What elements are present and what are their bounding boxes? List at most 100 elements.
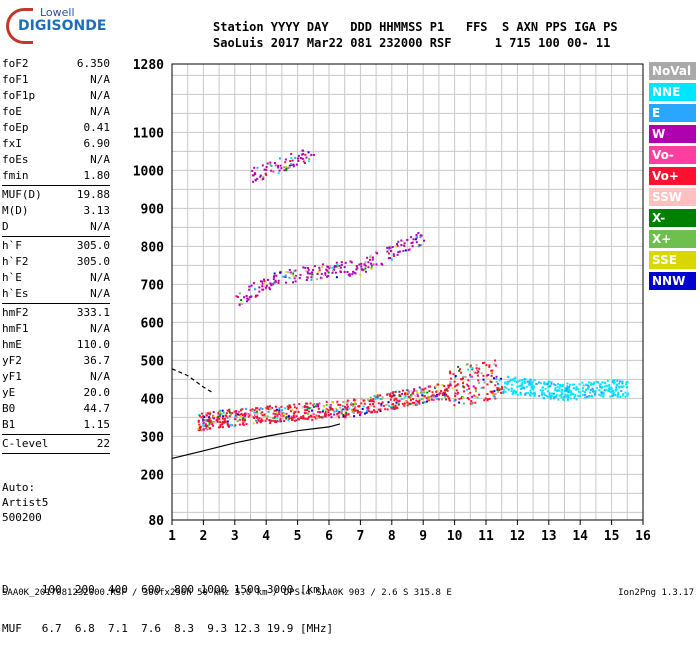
echo-point xyxy=(614,393,616,396)
echo-point xyxy=(466,383,469,386)
param-value: N/A xyxy=(90,89,110,102)
echo-point xyxy=(432,399,435,401)
legend-item-vo: Vo- xyxy=(649,146,696,164)
x-tick-label: 15 xyxy=(604,529,620,544)
echo-point xyxy=(393,399,396,402)
echo-point xyxy=(521,387,524,390)
echo-point xyxy=(351,403,354,406)
echo-point xyxy=(323,412,326,415)
echo-point xyxy=(386,246,389,249)
echo-point xyxy=(427,385,430,388)
echo-point xyxy=(518,385,521,387)
echo-point xyxy=(371,258,374,261)
echo-point xyxy=(307,417,310,420)
echo-point xyxy=(279,164,282,167)
echo-point xyxy=(445,398,447,401)
echo-point xyxy=(524,393,526,396)
echo-point xyxy=(412,404,415,407)
echo-point xyxy=(246,297,249,300)
echo-point xyxy=(289,271,292,274)
echo-point xyxy=(304,417,307,420)
echo-point xyxy=(554,387,557,390)
x-tick-label: 5 xyxy=(294,529,302,544)
echo-point xyxy=(303,162,306,164)
echo-point xyxy=(448,397,450,400)
echo-point xyxy=(337,403,340,406)
echo-point xyxy=(420,398,423,400)
echo-point xyxy=(581,390,584,393)
echo-point xyxy=(212,424,214,427)
echo-point xyxy=(292,274,295,277)
echo-point xyxy=(614,388,617,391)
echo-point xyxy=(287,405,290,408)
echo-point xyxy=(302,417,305,420)
echo-point xyxy=(229,423,232,426)
echo-point xyxy=(419,234,422,237)
legend-item-sse: SSE xyxy=(649,251,696,269)
echo-point xyxy=(328,406,331,409)
echo-point xyxy=(404,249,407,252)
echo-point xyxy=(251,169,254,172)
echo-point xyxy=(360,411,363,414)
echo-point xyxy=(223,419,226,422)
echo-point xyxy=(569,390,572,393)
echo-point xyxy=(610,390,613,392)
echo-point xyxy=(468,387,471,390)
echo-point xyxy=(206,428,209,431)
echo-point xyxy=(290,416,293,419)
param-key: M(D) xyxy=(2,204,29,217)
echo-point xyxy=(339,406,342,409)
echo-point xyxy=(585,395,588,398)
echo-point xyxy=(331,401,334,404)
echo-point xyxy=(386,403,389,406)
echo-point xyxy=(382,404,385,407)
profile-curve xyxy=(171,423,341,459)
echo-point xyxy=(313,265,316,268)
echo-point xyxy=(550,381,553,384)
echo-point xyxy=(626,394,629,397)
param-row: fxI 6.90 xyxy=(2,136,110,152)
echo-point xyxy=(233,416,236,419)
param-key: hmE xyxy=(2,338,22,351)
echo-point xyxy=(441,384,444,386)
echo-point xyxy=(362,399,365,402)
echo-point xyxy=(542,396,545,399)
echo-point xyxy=(333,410,336,413)
header-values: SaoLuis 2017 Mar22 081 232000 RSF 1 715 … xyxy=(213,36,611,50)
echo-point xyxy=(483,399,486,402)
param-value: N/A xyxy=(90,153,110,166)
echo-point xyxy=(560,394,563,397)
echo-point xyxy=(532,387,535,390)
echo-point xyxy=(609,395,612,398)
echo-point xyxy=(475,367,478,370)
echo-point xyxy=(314,417,317,420)
echo-point xyxy=(288,404,291,407)
echo-point xyxy=(239,409,242,412)
echo-point xyxy=(222,411,225,414)
echo-point xyxy=(575,398,578,401)
x-tick-label: 12 xyxy=(510,529,526,544)
echo-point xyxy=(394,397,397,400)
echo-point xyxy=(397,251,400,254)
y-tick-label: 400 xyxy=(141,392,165,407)
echo-point xyxy=(419,236,422,239)
param-row: foEs N/A xyxy=(2,152,110,168)
echo-point xyxy=(370,262,372,265)
echo-point xyxy=(270,284,273,287)
param-value: 3.13 xyxy=(83,204,111,217)
param-separator xyxy=(2,453,110,454)
echo-point xyxy=(566,398,569,401)
echo-point xyxy=(277,281,280,284)
echo-point xyxy=(311,273,314,276)
echo-point xyxy=(213,422,216,425)
y-tick-label: 1100 xyxy=(133,126,164,141)
echo-point xyxy=(302,160,305,163)
echo-point xyxy=(200,416,203,419)
param-value: N/A xyxy=(90,73,110,86)
echo-point xyxy=(430,398,433,401)
echo-point xyxy=(617,391,620,394)
version-label: Ion2Png 1.3.17 xyxy=(618,588,694,598)
echo-point xyxy=(428,390,431,392)
param-value: 20.0 xyxy=(83,386,111,399)
echo-point xyxy=(449,380,452,383)
